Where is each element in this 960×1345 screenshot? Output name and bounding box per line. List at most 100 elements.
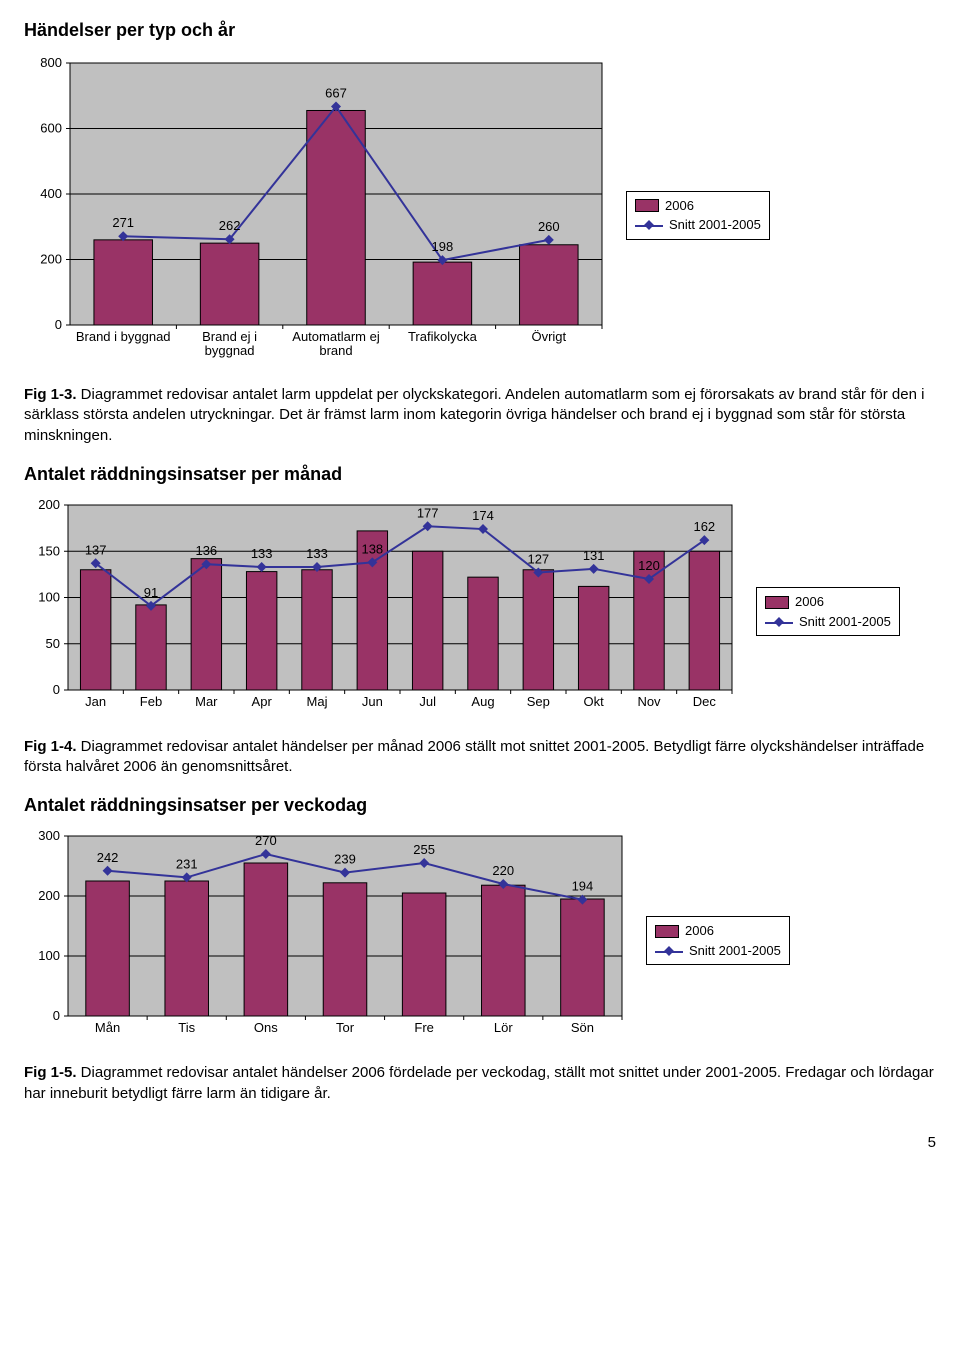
svg-text:260: 260 [538, 219, 560, 234]
svg-text:800: 800 [40, 55, 62, 70]
caption2-text: Diagrammet redovisar antalet händelser p… [24, 738, 924, 775]
caption3: Fig 1-5. Diagrammet redovisar antalet hä… [24, 1063, 936, 1104]
chart1-title: Händelser per typ och år [24, 20, 936, 41]
legend-bar-label: 2006 [795, 592, 824, 612]
svg-text:300: 300 [38, 828, 60, 843]
legend-line-swatch [765, 616, 793, 628]
svg-text:91: 91 [144, 585, 158, 600]
svg-text:262: 262 [219, 218, 241, 233]
legend-bar-label: 2006 [665, 196, 694, 216]
svg-text:131: 131 [583, 548, 605, 563]
caption3-bold: Fig 1-5. [24, 1064, 77, 1081]
svg-text:270: 270 [255, 833, 277, 848]
chart1-plot: 0 200 400 600 800 Brand i byggnad Brand ej iby… [24, 55, 614, 375]
svg-text:150: 150 [38, 543, 60, 558]
svg-text:Övrigt: Övrigt [531, 329, 566, 344]
svg-text:231: 231 [176, 857, 198, 872]
svg-text:Brand i byggnad: Brand i byggnad [76, 329, 171, 344]
svg-text:400: 400 [40, 186, 62, 201]
caption2: Fig 1-4. Diagrammet redovisar antalet hä… [24, 737, 936, 778]
legend-bar: 2006 [655, 921, 781, 941]
caption1: Fig 1-3. Diagrammet redovisar antalet la… [24, 385, 936, 446]
svg-text:120: 120 [638, 558, 660, 573]
chart1-legend: 2006 Snitt 2001-2005 [626, 191, 770, 240]
svg-text:0: 0 [53, 682, 60, 697]
svg-text:byggnad: byggnad [205, 343, 255, 358]
svg-text:Jun: Jun [362, 694, 383, 709]
svg-text:200: 200 [40, 252, 62, 267]
svg-text:220: 220 [492, 863, 514, 878]
svg-text:194: 194 [572, 879, 594, 894]
svg-text:Ons: Ons [254, 1020, 278, 1035]
legend-bar: 2006 [765, 592, 891, 612]
svg-text:174: 174 [472, 508, 494, 523]
chart3-wrap: 0100200300MånTisOnsTorFreLörSön242231270… [24, 828, 936, 1053]
legend-bar-label: 2006 [685, 921, 714, 941]
legend-line: Snitt 2001-2005 [655, 941, 781, 961]
svg-text:667: 667 [325, 86, 347, 101]
svg-text:600: 600 [40, 121, 62, 136]
svg-text:0: 0 [55, 317, 62, 332]
svg-text:200: 200 [38, 888, 60, 903]
legend-bar: 2006 [635, 196, 761, 216]
svg-text:200: 200 [38, 497, 60, 512]
svg-text:Apr: Apr [252, 694, 273, 709]
svg-text:Maj: Maj [307, 694, 328, 709]
svg-text:Dec: Dec [693, 694, 717, 709]
svg-text:100: 100 [38, 589, 60, 604]
page-number: 5 [24, 1134, 936, 1151]
svg-text:Trafikolycka: Trafikolycka [408, 329, 478, 344]
legend-bar-swatch [765, 596, 789, 609]
legend-line: Snitt 2001-2005 [635, 215, 761, 235]
svg-text:Jul: Jul [419, 694, 436, 709]
svg-text:Nov: Nov [637, 694, 661, 709]
svg-text:100: 100 [38, 948, 60, 963]
svg-text:239: 239 [334, 852, 356, 867]
svg-text:0: 0 [53, 1008, 60, 1023]
legend-line-label: Snitt 2001-2005 [689, 941, 781, 961]
svg-text:177: 177 [417, 505, 439, 520]
chart3-plot: 0100200300MånTisOnsTorFreLörSön242231270… [24, 828, 634, 1053]
svg-text:Mar: Mar [195, 694, 218, 709]
svg-text:Brand ej i: Brand ej i [202, 329, 257, 344]
svg-text:Fre: Fre [414, 1020, 434, 1035]
svg-text:162: 162 [693, 519, 715, 534]
svg-text:133: 133 [306, 546, 328, 561]
legend-line-label: Snitt 2001-2005 [669, 215, 761, 235]
svg-text:Feb: Feb [140, 694, 162, 709]
svg-text:136: 136 [195, 543, 217, 558]
svg-text:Tis: Tis [178, 1020, 195, 1035]
svg-text:Aug: Aug [471, 694, 494, 709]
chart3-legend: 2006 Snitt 2001-2005 [646, 916, 790, 965]
svg-text:198: 198 [432, 239, 454, 254]
svg-text:133: 133 [251, 546, 273, 561]
svg-text:50: 50 [46, 636, 60, 651]
svg-text:Lör: Lör [494, 1020, 513, 1035]
caption1-text: Diagrammet redovisar antalet larm uppdel… [24, 386, 924, 444]
chart1-wrap: 0 200 400 600 800 Brand i byggnad Brand ej iby… [24, 55, 936, 375]
svg-text:Sep: Sep [527, 694, 550, 709]
svg-text:271: 271 [112, 215, 134, 230]
chart2-wrap: 0 50 100 150 200 Jan Feb Mar Apr Maj Jun Jul Aug Sep O… [24, 497, 936, 727]
svg-text:138: 138 [361, 541, 383, 556]
svg-text:Mån: Mån [95, 1020, 120, 1035]
svg-text:137: 137 [85, 542, 107, 557]
svg-text:242: 242 [97, 850, 119, 865]
svg-text:Tor: Tor [336, 1020, 355, 1035]
caption3-text: Diagrammet redovisar antalet händelser 2… [24, 1064, 934, 1101]
svg-text:Automatlarm ej: Automatlarm ej [292, 329, 380, 344]
caption1-bold: Fig 1-3. [24, 386, 77, 403]
section2-title: Antalet räddningsinsatser per månad [24, 464, 936, 485]
legend-line: Snitt 2001-2005 [765, 612, 891, 632]
svg-text:255: 255 [413, 842, 435, 857]
legend-bar-swatch [655, 925, 679, 938]
legend-bar-swatch [635, 199, 659, 212]
svg-text:brand: brand [319, 343, 352, 358]
legend-line-label: Snitt 2001-2005 [799, 612, 891, 632]
chart2-plot: 0 50 100 150 200 Jan Feb Mar Apr Maj Jun Jul Aug Sep O… [24, 497, 744, 727]
svg-text:Okt: Okt [584, 694, 605, 709]
section3-title: Antalet räddningsinsatser per veckodag [24, 795, 936, 816]
legend-line-swatch [655, 945, 683, 957]
caption2-bold: Fig 1-4. [24, 738, 77, 755]
svg-text:Jan: Jan [85, 694, 106, 709]
